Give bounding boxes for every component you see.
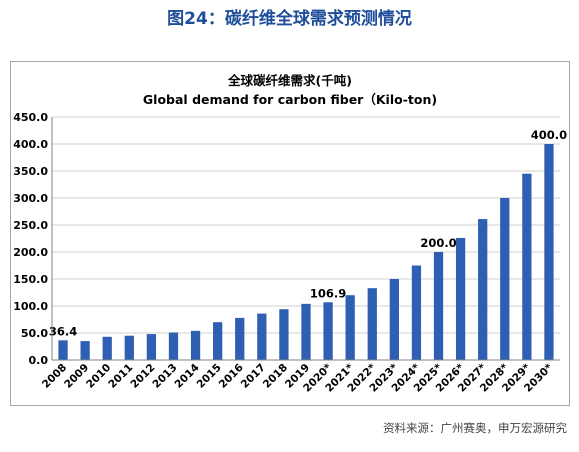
y-tick-label: 150.0 <box>13 273 48 286</box>
bar-chart: 全球碳纤维需求(千吨) Global demand for carbon fib… <box>13 73 567 395</box>
y-tick-label: 400.0 <box>13 138 48 151</box>
chart-title: 全球碳纤维需求(千吨) <box>227 73 352 88</box>
bars <box>58 144 554 360</box>
bar <box>323 302 333 360</box>
x-tick-label: 2009 <box>62 362 91 391</box>
bar <box>455 237 466 360</box>
bar <box>102 336 112 360</box>
chart-container: 全球碳纤维需求(千吨) Global demand for carbon fib… <box>10 61 570 406</box>
x-tick-label: 2018 <box>261 362 290 391</box>
data-labels: 36.4 106.9 200.0 400.0 <box>49 128 567 338</box>
x-tick-label: 2011 <box>106 362 135 391</box>
bar <box>389 279 399 360</box>
x-tick-label: 2017 <box>239 362 268 391</box>
source-note: 资料来源：广州赛奥，申万宏源研究 <box>383 421 567 435</box>
bar <box>58 340 68 360</box>
y-tick-label: 300.0 <box>13 192 48 205</box>
bar <box>478 219 488 360</box>
bar <box>257 313 267 360</box>
y-tick-label: 350.0 <box>13 165 48 178</box>
x-tick-label: 2010 <box>84 362 113 391</box>
y-tick-label: 0.0 <box>29 354 49 367</box>
x-tick-label: 2016 <box>217 362 246 391</box>
bar <box>301 303 311 360</box>
bar <box>168 332 179 360</box>
figure-title: 图24：碳纤维全球需求预测情况 <box>167 9 412 29</box>
data-label: 400.0 <box>531 128 567 142</box>
x-axis-ticks: 2008200920102011201220132014201520162017… <box>40 361 555 394</box>
data-label: 106.9 <box>310 286 346 300</box>
bar <box>522 173 532 360</box>
data-label: 36.4 <box>49 324 77 338</box>
y-tick-label: 200.0 <box>13 246 48 259</box>
x-tick-label: 2012 <box>128 362 157 391</box>
y-tick-label: 100.0 <box>13 300 48 313</box>
bar <box>345 295 355 360</box>
data-label: 200.0 <box>420 236 456 250</box>
chart-subtitle: Global demand for carbon fiber（Kilo-ton) <box>143 92 437 107</box>
x-tick-label: 2014 <box>173 362 202 391</box>
bar <box>213 322 223 360</box>
y-tick-label: 50.0 <box>21 327 48 340</box>
bar <box>279 309 289 360</box>
y-tick-label: 450.0 <box>13 111 48 124</box>
bar <box>544 144 554 360</box>
bar <box>433 252 444 360</box>
x-tick-label: 2013 <box>150 362 179 391</box>
bar <box>146 334 157 360</box>
bar <box>367 288 377 360</box>
gridlines <box>52 116 560 334</box>
y-tick-label: 250.0 <box>13 219 48 232</box>
bar <box>500 198 510 360</box>
bar <box>190 330 201 360</box>
bar <box>411 265 422 360</box>
bar <box>235 317 245 360</box>
bar <box>124 335 134 360</box>
bar <box>80 341 90 360</box>
y-axis-ticks: 0.0 50.0 100.0 150.0 200.0 250.0 300.0 350.0 400… <box>13 111 48 367</box>
x-tick-label: 2015 <box>195 362 224 391</box>
